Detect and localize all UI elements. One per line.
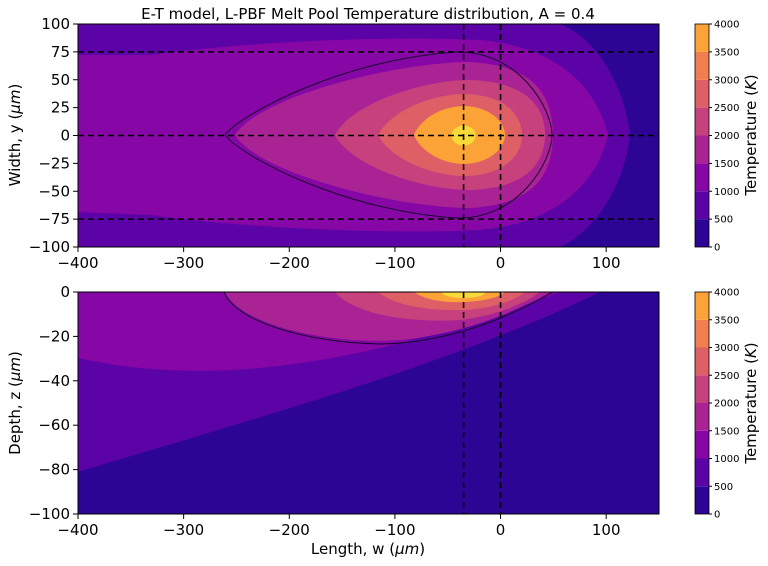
- bottom-colorbar-tick-label: 2500: [714, 371, 739, 382]
- bottom-colorbar-band-4: [695, 375, 709, 403]
- bottom-colorbar-band-0: [695, 486, 709, 514]
- top-ytick-label: −50: [38, 182, 70, 200]
- bottom-axes-frame: [77, 291, 660, 515]
- colorbar-bottom-label: Temperature (K): [742, 342, 760, 464]
- bottom-colorbar-band-2: [695, 430, 709, 459]
- colorbar-top: 0 500 1000 1500 2000 2500 3000 3500 4000: [694, 20, 739, 254]
- top-colorbar-tick-label: 3500: [714, 47, 739, 58]
- bottom-colorbar-tick-label: 2000: [714, 399, 739, 410]
- bottom-ytick-label: −100: [29, 505, 70, 523]
- bottom-xtick-label: −200: [269, 521, 310, 539]
- top-colorbar-tick-label: 2000: [714, 131, 739, 142]
- top-colorbar-tick-label: 1500: [714, 159, 739, 170]
- colorbar-top-label: Temperature (K): [742, 74, 760, 196]
- top-ytick-label: 50: [51, 71, 70, 89]
- bottom-xtick-label: −100: [374, 521, 415, 539]
- bottom-xtick-label: 0: [496, 521, 506, 539]
- top-ticks: −400 −300 −200 −100 0 100 100 75 50 25 0 −25 −50 −75 −…: [29, 15, 621, 272]
- top-ytick-label: 75: [51, 43, 70, 61]
- top-colorbar-band-3: [695, 135, 709, 164]
- top-xtick-label: −200: [269, 254, 310, 272]
- bottom-overlays: [462, 292, 502, 514]
- top-xtick-label: −100: [374, 254, 415, 272]
- bottom-ylabel: Depth, z (μm): [6, 351, 24, 455]
- top-colorbar-band-0: [695, 219, 709, 247]
- bottom-xtick-label: −400: [57, 521, 98, 539]
- top-xtick-label: −400: [57, 254, 98, 272]
- top-ylabel: Width, y (μm): [6, 84, 24, 187]
- bottom-ytick-label: −80: [38, 461, 70, 479]
- bottom-colorbar-tick-label: 0: [714, 510, 720, 521]
- top-ytick-label: 0: [60, 127, 70, 145]
- bottom-colorbar-tick-label: 1500: [714, 426, 739, 437]
- bottom-colorbar-tick-label: 500: [714, 482, 733, 493]
- top-colorbar-tick-label: 0: [714, 243, 720, 254]
- top-colorbar-band-6: [695, 51, 709, 80]
- top-ytick-label: −100: [29, 238, 70, 256]
- top-xtick-label: 0: [496, 254, 506, 272]
- top-colorbar-band-1: [695, 191, 709, 220]
- top-colorbar-band-4: [695, 107, 709, 136]
- top-ytick-label: −25: [38, 154, 70, 172]
- bottom-colorbar-tick-label: 1000: [714, 454, 739, 465]
- bottom-colorbar-tick-label: 4000: [714, 288, 739, 299]
- top-ytick-label: 25: [51, 99, 70, 117]
- bottom-colorbar-band-1: [695, 458, 709, 487]
- top-colorbar-tick-label: 500: [714, 215, 733, 226]
- bottom-ytick-label: −20: [38, 327, 70, 345]
- bottom-ticks: −400 −300 −200 −100 0 100 0 −20 −40 −60 −80 −100: [29, 283, 621, 539]
- bottom-temperature-field: [78, 292, 659, 514]
- colorbar-bottom: 0 500 1000 1500 2000 2500 3000 3500 4000: [694, 288, 739, 521]
- bottom-xtick-label: −300: [163, 521, 204, 539]
- chart-title: E-T model, L-PBF Melt Pool Temperature d…: [141, 5, 595, 23]
- bottom-colorbar-band-7: [695, 292, 709, 320]
- top-colorbar-band-2: [695, 163, 709, 192]
- top-xtick-label: 100: [592, 254, 621, 272]
- bottom-colorbar-tick-label: 3000: [714, 343, 739, 354]
- bottom-ytick-label: −60: [38, 416, 70, 434]
- bottom-ytick-label: −40: [38, 372, 70, 390]
- bottom-melt-pool-boundary: [223, 292, 554, 345]
- top-colorbar-tick-label: 1000: [714, 187, 739, 198]
- bottom-xlabel: Length, w (μm): [311, 540, 425, 558]
- bottom-colorbar-band-6: [695, 319, 709, 348]
- top-colorbar-tick-label: 2500: [714, 103, 739, 114]
- top-overlays: [78, 24, 659, 247]
- bottom-colorbar-band-3: [695, 403, 709, 431]
- top-colorbar-tick-label: 4000: [714, 20, 739, 31]
- top-xtick-label: −300: [163, 254, 204, 272]
- bottom-plot-depth: −400 −300 −200 −100 0 100 0 −20 −40 −60 −80 −100 De…: [6, 283, 660, 558]
- top-colorbar-band-5: [695, 79, 709, 108]
- bottom-ytick-label: 0: [60, 283, 70, 301]
- bottom-colorbar-band-5: [695, 347, 709, 376]
- bottom-colorbar-tick-label: 3500: [714, 315, 739, 326]
- top-colorbar-band-7: [695, 24, 709, 52]
- top-colorbar-tick-label: 3000: [714, 75, 739, 86]
- top-plot-width: −400 −300 −200 −100 0 100 100 75 50 25 0 −25 −50 −75 −…: [6, 15, 660, 272]
- top-ytick-label: −75: [38, 210, 70, 228]
- top-ytick-label: 100: [41, 15, 70, 33]
- bottom-xtick-label: 100: [592, 521, 621, 539]
